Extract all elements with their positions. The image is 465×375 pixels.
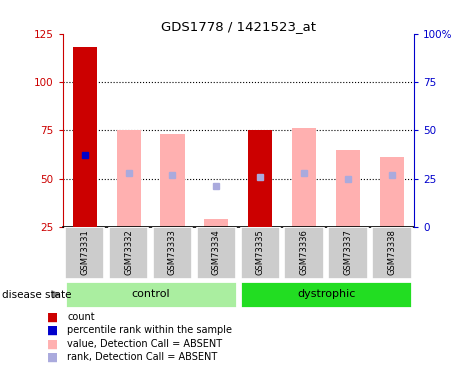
Text: ■: ■ bbox=[46, 338, 58, 350]
FancyBboxPatch shape bbox=[65, 227, 105, 279]
FancyBboxPatch shape bbox=[328, 227, 368, 279]
Text: value, Detection Call = ABSENT: value, Detection Call = ABSENT bbox=[67, 339, 223, 349]
FancyBboxPatch shape bbox=[65, 281, 237, 308]
Text: percentile rank within the sample: percentile rank within the sample bbox=[67, 326, 232, 335]
Text: control: control bbox=[131, 289, 170, 299]
Bar bbox=[292, 128, 316, 227]
Text: count: count bbox=[67, 312, 95, 322]
Text: disease state: disease state bbox=[2, 290, 72, 300]
Bar bbox=[160, 134, 185, 227]
Bar bbox=[336, 150, 360, 227]
Text: GSM73337: GSM73337 bbox=[344, 230, 352, 275]
Text: ■: ■ bbox=[46, 351, 58, 364]
Bar bbox=[117, 130, 141, 227]
Text: GSM73331: GSM73331 bbox=[80, 230, 89, 275]
Bar bbox=[73, 47, 97, 227]
Bar bbox=[248, 130, 272, 227]
FancyBboxPatch shape bbox=[240, 227, 280, 279]
FancyBboxPatch shape bbox=[285, 227, 324, 279]
FancyBboxPatch shape bbox=[109, 227, 148, 279]
Text: rank, Detection Call = ABSENT: rank, Detection Call = ABSENT bbox=[67, 352, 218, 362]
Text: ■: ■ bbox=[46, 310, 58, 323]
Text: GSM73334: GSM73334 bbox=[212, 230, 221, 275]
Text: GSM73338: GSM73338 bbox=[387, 230, 396, 275]
FancyBboxPatch shape bbox=[153, 227, 192, 279]
Text: ■: ■ bbox=[46, 324, 58, 337]
Text: dystrophic: dystrophic bbox=[297, 289, 355, 299]
Title: GDS1778 / 1421523_at: GDS1778 / 1421523_at bbox=[161, 20, 316, 33]
Text: GSM73335: GSM73335 bbox=[256, 230, 265, 275]
Bar bbox=[380, 158, 404, 227]
Text: GSM73336: GSM73336 bbox=[299, 230, 309, 275]
FancyBboxPatch shape bbox=[197, 227, 236, 279]
FancyBboxPatch shape bbox=[372, 227, 412, 279]
Text: GSM73332: GSM73332 bbox=[124, 230, 133, 275]
Text: GSM73333: GSM73333 bbox=[168, 230, 177, 275]
Bar bbox=[204, 219, 228, 227]
FancyBboxPatch shape bbox=[240, 281, 412, 308]
